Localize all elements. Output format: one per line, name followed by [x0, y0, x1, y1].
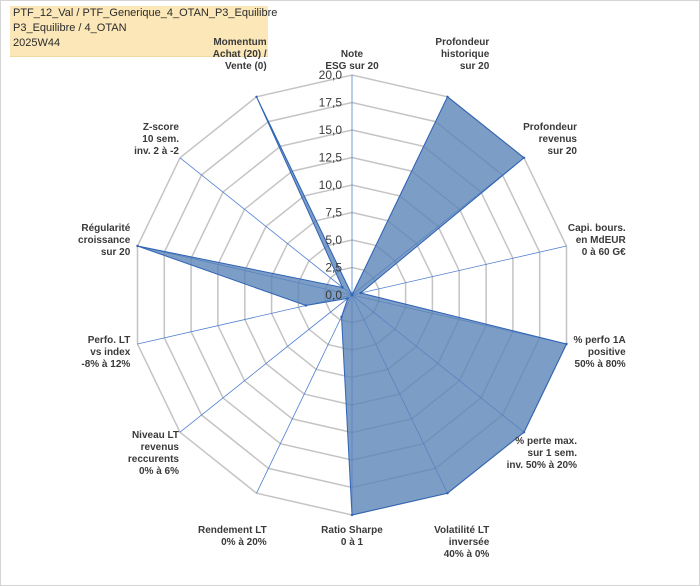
axis-label-12: Z-score 10 sem. inv. 2 à -2 — [134, 122, 179, 157]
chart-title-line-3: 2025W44 — [13, 37, 61, 49]
axis-label-6-line-0: Volatilité LT — [434, 525, 489, 536]
axis-label-2: Profondeur revenus sur 20 — [523, 122, 577, 157]
axis-label-3-line-2: 0 à 60 G€ — [582, 247, 626, 258]
axis-label-13-line-2: Vente (0) — [225, 61, 267, 72]
axis-label-9: Niveau LT revenus reccurents 0% à 6% — [128, 430, 180, 477]
axis-label-1-line-0: Profondeur — [435, 37, 489, 48]
axis-label-7-line-1: 0 à 1 — [341, 537, 364, 548]
axis-label-5-line-0: % perte max. — [515, 436, 577, 447]
data-point-0 — [350, 293, 354, 297]
axis-label-12-line-1: 10 sem. — [142, 134, 179, 145]
axis-label-5-line-2: inv. 50% à 20% — [507, 460, 578, 471]
axis-label-6-line-2: 40% à 0% — [444, 549, 490, 560]
axis-label-9-line-0: Niveau LT — [132, 430, 179, 441]
data-point-11 — [136, 244, 139, 248]
axis-label-3-line-0: Capi. bours. — [568, 223, 626, 234]
axis-label-10-line-1: vs index — [90, 347, 130, 358]
data-point-13 — [255, 95, 258, 99]
axis-label-2-line-2: sur 20 — [548, 146, 578, 157]
spoke-3 — [351, 245, 567, 296]
axis-label-6: Volatilité LT inversée 40% à 0% — [434, 525, 490, 560]
axis-label-4-line-2: 50% à 80% — [575, 359, 626, 370]
axis-label-13-line-1: Achat (20) / — [213, 49, 267, 60]
axis-label-13-line-0: Momentum — [213, 37, 266, 48]
tick-label-7: 17,5 — [319, 96, 343, 110]
tick-label-3: 7,5 — [325, 206, 342, 220]
axis-label-9-line-1: revenus — [141, 442, 180, 453]
axis-label-0-line-1: ESG sur 20 — [325, 61, 379, 72]
axis-label-10: Perfo. LT vs index -8% à 12% — [81, 335, 130, 370]
axis-label-9-line-3: 0% à 6% — [139, 466, 179, 477]
axis-label-1: Profondeur historique sur 20 — [435, 37, 489, 72]
tick-label-0: 0,0 — [325, 288, 342, 302]
axis-label-4: % perfo 1A positive 50% à 80% — [573, 335, 626, 370]
axis-label-11-line-0: Régularité — [81, 223, 130, 234]
axis-label-8-line-0: Rendement LT — [198, 525, 267, 536]
data-point-9 — [346, 297, 349, 300]
data-point-10 — [304, 304, 308, 307]
axis-label-13: Momentum Achat (20) / Vente (0) — [213, 37, 267, 72]
tick-label-4: 10,0 — [319, 178, 343, 192]
data-point-3 — [359, 291, 362, 295]
data-point-12 — [341, 286, 344, 289]
axis-label-4-line-1: positive — [588, 347, 626, 358]
data-point-1 — [446, 95, 449, 99]
axis-label-5-line-1: sur 1 sem. — [528, 448, 578, 459]
chart-title-line-2: P3_Equilibre / 4_OTAN — [13, 22, 127, 34]
tick-label-5: 12,5 — [319, 151, 343, 165]
data-point-6 — [446, 492, 449, 495]
spoke-8 — [256, 294, 353, 494]
tick-label-8: 20,0 — [319, 68, 343, 82]
data-point-4 — [565, 342, 568, 346]
axis-label-2-line-0: Profondeur — [523, 122, 577, 133]
axis-label-6-line-1: inversée — [449, 537, 490, 548]
axis-label-11-line-1: croissance — [78, 235, 131, 246]
axis-label-0: Note ESG sur 20 — [325, 49, 379, 72]
axis-label-7-line-0: Ratio Sharpe — [321, 525, 383, 536]
axis-label-9-line-2: reccurents — [128, 454, 180, 465]
data-point-7 — [350, 513, 354, 517]
axis-label-3-line-1: en MdEUR — [576, 235, 627, 246]
axis-label-5: % perte max. sur 1 sem. inv. 50% à 20% — [507, 436, 578, 471]
data-point-8 — [340, 315, 343, 318]
axis-label-3: Capi. bours. en MdEUR 0 à 60 G€ — [568, 223, 627, 258]
axis-label-0-line-0: Note — [341, 49, 364, 60]
chart-title-box: PTF_12_Val / PTF_Generique_4_OTAN_P3_Equ… — [10, 6, 278, 57]
axis-label-8-line-1: 0% à 20% — [221, 537, 267, 548]
axis-label-12-line-2: inv. 2 à -2 — [134, 146, 179, 157]
tick-label-6: 15,0 — [319, 123, 343, 137]
data-point-5 — [522, 431, 526, 434]
axis-label-10-line-0: Perfo. LT — [88, 335, 131, 346]
axis-label-11: Régularité croissance sur 20 — [78, 223, 131, 258]
axis-label-12-line-0: Z-score — [143, 122, 180, 133]
spoke-12 — [179, 157, 353, 296]
axis-label-1-line-1: historique — [441, 49, 490, 60]
axis-label-7: Ratio Sharpe 0 à 1 — [321, 525, 383, 548]
tick-label-2: 5,0 — [325, 233, 342, 247]
tick-label-1: 2,5 — [325, 261, 342, 275]
axis-label-10-line-2: -8% à 12% — [81, 359, 130, 370]
axis-label-4-line-0: % perfo 1A — [573, 335, 625, 346]
chart-title-line-1: PTF_12_Val / PTF_Generique_4_OTAN_P3_Equ… — [13, 7, 278, 19]
axis-label-2-line-1: revenus — [539, 134, 578, 145]
axis-label-1-line-2: sur 20 — [460, 61, 490, 72]
data-point-2 — [522, 156, 526, 159]
axis-label-8: Rendement LT 0% à 20% — [198, 525, 267, 548]
axis-label-11-line-2: sur 20 — [101, 247, 131, 258]
spoke-9 — [179, 294, 353, 433]
